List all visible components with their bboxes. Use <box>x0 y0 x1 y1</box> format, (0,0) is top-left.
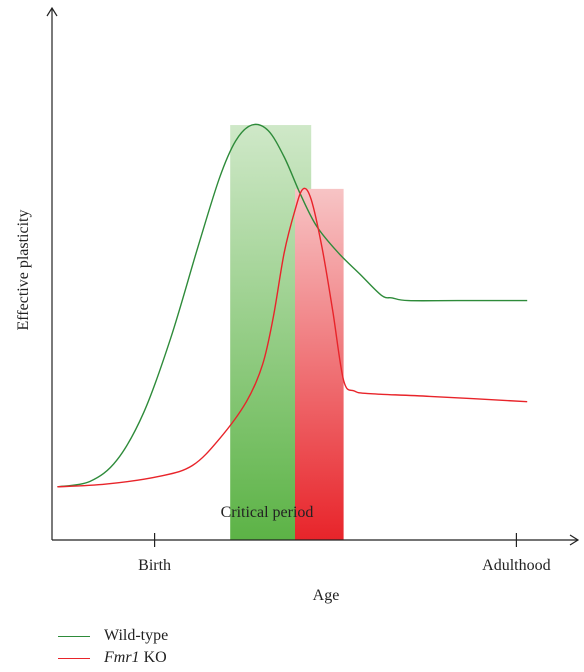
chart: Birth Adulthood Critical period Age Effec… <box>15 6 580 604</box>
legend-swatch-wild-type <box>58 635 90 637</box>
axes <box>46 6 580 546</box>
series-line-fmr1-ko <box>57 187 528 488</box>
legend-swatch-fmr1-ko <box>58 657 90 659</box>
legend-item-wild-type: Wild-type <box>58 625 168 647</box>
legend: Wild-type Fmr1 KO <box>58 625 168 669</box>
x-axis-label: Age <box>313 587 340 604</box>
legend-label-suffix: KO <box>139 649 167 666</box>
y-axis-label: Effective plasticity <box>15 210 32 331</box>
x-ticks: Birth Adulthood <box>138 533 551 574</box>
legend-label: Wild-type <box>104 627 169 644</box>
x-axis-arrow <box>569 534 580 546</box>
critical-period-bands <box>230 125 344 540</box>
critical-period-label: Critical period <box>221 504 314 521</box>
y-axis-arrow <box>46 6 58 17</box>
legend-label-gene: Fmr1 <box>104 649 140 666</box>
legend-label: Fmr1 KO <box>104 649 167 667</box>
legend-item-fmr1-ko: Fmr1 KO <box>58 647 168 669</box>
x-tick-label: Birth <box>138 557 171 574</box>
x-tick-label: Adulthood <box>482 557 550 574</box>
series-lines <box>57 123 528 488</box>
critical-period-band-fmr1-ko <box>295 188 344 540</box>
series-line-wild-type <box>57 123 528 488</box>
